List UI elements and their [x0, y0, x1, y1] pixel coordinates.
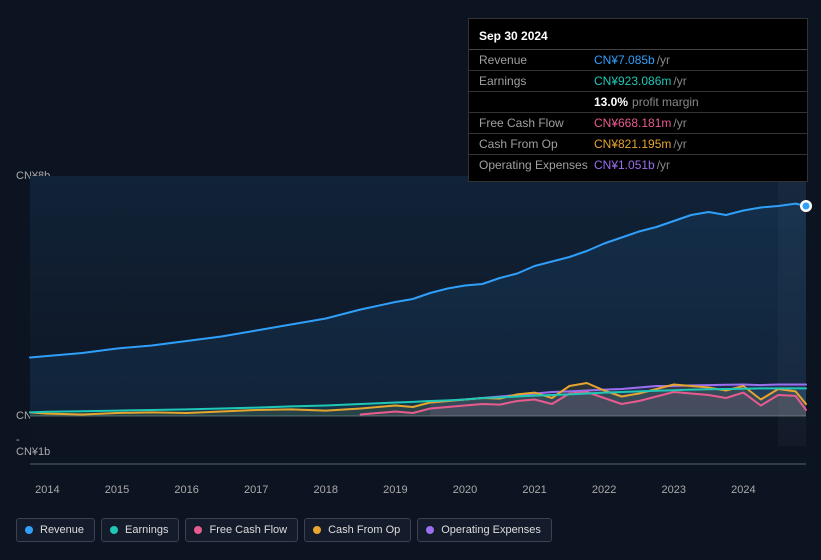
- legend-item-earnings[interactable]: Earnings: [101, 518, 179, 542]
- data-tooltip: Sep 30 2024 RevenueCN¥7.085b/yrEarningsC…: [468, 18, 808, 182]
- tooltip-row-label: Revenue: [479, 53, 594, 67]
- tooltip-row: Cash From OpCN¥821.195m/yr: [469, 134, 807, 155]
- tooltip-row-label: Earnings: [479, 74, 594, 88]
- tooltip-row: Operating ExpensesCN¥1.051b/yr: [469, 155, 807, 175]
- legend-label: Earnings: [125, 524, 168, 536]
- legend-swatch-icon: [426, 526, 434, 534]
- x-axis-label: 2020: [453, 484, 477, 496]
- x-axis: 2014201520162017201820192020202120222023…: [30, 456, 806, 476]
- x-axis-label: 2018: [314, 484, 338, 496]
- tooltip-row-label: Operating Expenses: [479, 158, 594, 172]
- chart-plot[interactable]: [30, 176, 806, 446]
- tooltip-row: RevenueCN¥7.085b/yr: [469, 50, 807, 71]
- x-axis-label: 2014: [35, 484, 59, 496]
- y-axis-label: -CN¥1b: [16, 434, 30, 458]
- tooltip-row-unit: /yr: [673, 137, 686, 151]
- tooltip-row-value: CN¥7.085b: [594, 53, 655, 67]
- tooltip-row-value: CN¥1.051b: [594, 158, 655, 172]
- legend-swatch-icon: [194, 526, 202, 534]
- x-axis-label: 2024: [731, 484, 755, 496]
- y-axis-label: CN¥0: [16, 410, 30, 422]
- tooltip-row-value: CN¥668.181m: [594, 116, 671, 130]
- legend-item-operating-expenses[interactable]: Operating Expenses: [417, 518, 552, 542]
- tooltip-row-unit: /yr: [657, 158, 670, 172]
- x-axis-label: 2022: [592, 484, 616, 496]
- profit-margin-pct: 13.0%: [594, 95, 628, 109]
- active-point-marker-dot: [803, 203, 810, 210]
- x-axis-label: 2023: [662, 484, 686, 496]
- legend-item-free-cash-flow[interactable]: Free Cash Flow: [185, 518, 298, 542]
- chart: CN¥8bCN¥0-CN¥1b 201420152016201720182019…: [16, 156, 806, 506]
- legend-label: Cash From Op: [328, 524, 400, 536]
- series-area-revenue: [30, 204, 806, 416]
- legend-item-revenue[interactable]: Revenue: [16, 518, 95, 542]
- legend-swatch-icon: [313, 526, 321, 534]
- tooltip-row-value: CN¥821.195m: [594, 137, 671, 151]
- x-axis-label: 2017: [244, 484, 268, 496]
- x-axis-label: 2016: [174, 484, 198, 496]
- tooltip-row-value: CN¥923.086m: [594, 74, 671, 88]
- x-axis-label: 2021: [522, 484, 546, 496]
- legend: Revenue Earnings Free Cash Flow Cash From O…: [16, 518, 552, 542]
- y-axis-label: CN¥8b: [16, 170, 30, 182]
- tooltip-row-label: Cash From Op: [479, 137, 594, 151]
- tooltip-date: Sep 30 2024: [469, 25, 807, 50]
- legend-label: Operating Expenses: [441, 524, 541, 536]
- legend-swatch-icon: [110, 526, 118, 534]
- x-axis-label: 2015: [105, 484, 129, 496]
- tooltip-row: x13.0%profit margin: [469, 92, 807, 113]
- legend-item-cash-from-op[interactable]: Cash From Op: [304, 518, 411, 542]
- tooltip-row-unit: /yr: [673, 74, 686, 88]
- tooltip-row-unit: /yr: [657, 53, 670, 67]
- legend-label: Revenue: [40, 524, 84, 536]
- profit-margin-text: profit margin: [632, 95, 699, 109]
- tooltip-row: EarningsCN¥923.086m/yr: [469, 71, 807, 92]
- tooltip-row-unit: /yr: [673, 116, 686, 130]
- tooltip-row: Free Cash FlowCN¥668.181m/yr: [469, 113, 807, 134]
- legend-swatch-icon: [25, 526, 33, 534]
- tooltip-row-label: Free Cash Flow: [479, 116, 594, 130]
- x-axis-label: 2019: [383, 484, 407, 496]
- legend-label: Free Cash Flow: [209, 524, 287, 536]
